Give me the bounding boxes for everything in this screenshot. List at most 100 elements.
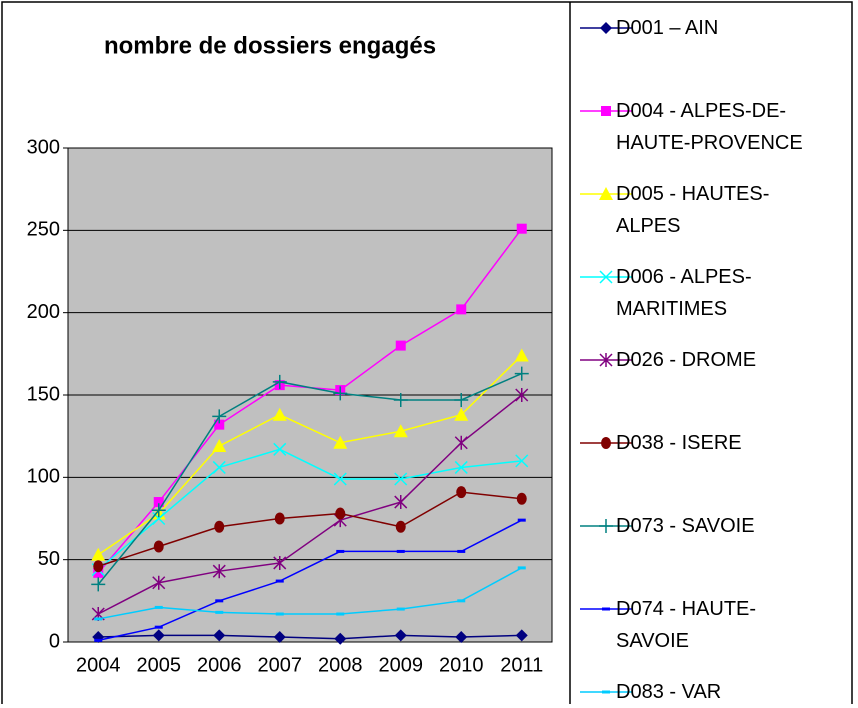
- series-line: [97, 354, 523, 556]
- marker: [274, 512, 285, 525]
- series: [94, 518, 526, 642]
- series-line: [97, 372, 523, 585]
- legend-symbol: [580, 607, 632, 611]
- marker: [93, 567, 104, 578]
- marker: [333, 435, 348, 449]
- marker: [151, 503, 166, 518]
- marker: [212, 409, 227, 424]
- legend-symbol: [580, 187, 632, 200]
- marker: [514, 366, 529, 381]
- marker: [599, 270, 613, 284]
- legend-label: D026 - DROME: [616, 349, 757, 371]
- series-line: [98, 567, 523, 620]
- marker: [212, 564, 226, 579]
- y-tick-label: 300: [27, 136, 60, 158]
- legend-label: D001 – AIN: [616, 17, 719, 39]
- x-tick-label: 2005: [137, 654, 182, 676]
- marker: [272, 407, 287, 421]
- marker: [394, 472, 408, 486]
- marker: [152, 629, 165, 642]
- marker: [215, 610, 224, 614]
- marker: [214, 419, 225, 430]
- x-tick-label: 2008: [318, 654, 363, 676]
- marker: [515, 454, 529, 468]
- series: [93, 486, 527, 573]
- legend-label: D038 - ISERE: [616, 432, 742, 454]
- x-tick-label: 2006: [197, 654, 242, 676]
- marker: [273, 555, 287, 570]
- series-line: [98, 519, 523, 642]
- marker: [214, 520, 225, 533]
- marker: [273, 631, 286, 644]
- marker: [599, 519, 613, 533]
- marker: [336, 612, 345, 616]
- legend-symbol: [580, 22, 632, 34]
- marker: [212, 460, 226, 474]
- x-tick-label: 2004: [76, 654, 121, 676]
- marker: [599, 353, 613, 367]
- marker: [215, 599, 224, 603]
- legend-symbol: [580, 437, 632, 449]
- y-tick-label: 150: [27, 383, 60, 405]
- x-tick-label: 2010: [439, 654, 484, 676]
- legend-symbol: [580, 353, 632, 367]
- marker: [275, 579, 284, 583]
- y-tick-label: 200: [27, 301, 60, 323]
- marker: [396, 607, 405, 611]
- marker: [335, 507, 346, 520]
- legend-label: D083 - VAR: [616, 681, 722, 703]
- chart-title: nombre de dossiers engagés: [104, 32, 436, 59]
- legend-symbol: [580, 270, 632, 284]
- legend-symbol: [580, 519, 632, 533]
- marker: [602, 690, 610, 694]
- marker: [456, 304, 467, 315]
- marker: [599, 187, 613, 200]
- legend-symbol: [580, 106, 632, 116]
- marker: [394, 495, 408, 510]
- marker: [273, 442, 287, 456]
- series: [91, 442, 529, 577]
- marker: [601, 437, 611, 449]
- marker: [515, 629, 528, 642]
- legend-label: D006 - ALPES-MARITIMES: [616, 266, 752, 320]
- marker: [517, 518, 526, 522]
- marker: [333, 386, 348, 401]
- marker: [455, 631, 468, 644]
- marker: [153, 540, 164, 553]
- marker: [454, 392, 469, 407]
- marker: [212, 439, 227, 453]
- legend-label: D004 - ALPES-DE-HAUTE-PROVENCE: [616, 100, 803, 154]
- legend-label: D073 - SAVOIE: [616, 515, 755, 537]
- marker: [93, 560, 104, 573]
- marker: [394, 629, 407, 642]
- marker: [91, 547, 106, 561]
- marker: [91, 577, 106, 592]
- marker: [275, 612, 284, 616]
- x-tick-label: 2011: [500, 654, 543, 676]
- marker: [336, 549, 345, 553]
- marker: [94, 638, 103, 642]
- marker: [152, 575, 166, 590]
- marker: [396, 549, 405, 553]
- y-tick-label: 0: [49, 630, 60, 652]
- marker: [213, 629, 226, 642]
- marker: [395, 340, 406, 351]
- series-line: [97, 394, 523, 615]
- marker: [600, 22, 612, 34]
- marker: [454, 435, 468, 450]
- legend-label: D074 - HAUTE-SAVOIE: [616, 598, 757, 652]
- marker: [94, 617, 103, 621]
- marker: [393, 424, 408, 438]
- series-line: [98, 491, 522, 567]
- marker: [454, 407, 469, 421]
- marker: [517, 566, 526, 570]
- marker: [272, 374, 287, 389]
- marker: [334, 632, 347, 645]
- marker: [457, 599, 466, 603]
- marker: [393, 392, 408, 407]
- series: [91, 388, 529, 622]
- marker: [395, 520, 406, 533]
